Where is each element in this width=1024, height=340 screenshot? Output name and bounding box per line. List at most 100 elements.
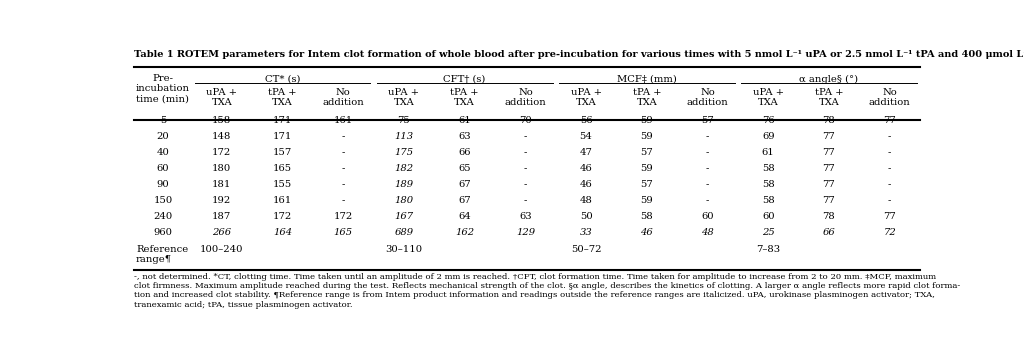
Text: 77: 77 bbox=[822, 164, 836, 173]
Text: 181: 181 bbox=[212, 180, 231, 189]
Text: 70: 70 bbox=[519, 116, 531, 125]
Text: 46: 46 bbox=[640, 227, 653, 237]
Text: 77: 77 bbox=[822, 132, 836, 141]
Text: 30–110: 30–110 bbox=[385, 245, 423, 254]
Text: 182: 182 bbox=[394, 164, 414, 173]
Text: 63: 63 bbox=[459, 132, 471, 141]
Text: 171: 171 bbox=[272, 132, 292, 141]
Text: 59: 59 bbox=[640, 132, 653, 141]
Text: 46: 46 bbox=[580, 180, 593, 189]
Text: -: - bbox=[523, 148, 527, 157]
Text: -: - bbox=[706, 195, 710, 205]
Text: 48: 48 bbox=[580, 195, 593, 205]
Text: 175: 175 bbox=[394, 148, 414, 157]
Text: 60: 60 bbox=[762, 211, 774, 221]
Text: tPA +
TXA: tPA + TXA bbox=[451, 88, 479, 107]
Text: -: - bbox=[888, 195, 891, 205]
Text: 67: 67 bbox=[459, 195, 471, 205]
Text: 155: 155 bbox=[273, 180, 292, 189]
Text: 161: 161 bbox=[334, 116, 353, 125]
Text: 158: 158 bbox=[212, 116, 231, 125]
Text: uPA +
TXA: uPA + TXA bbox=[753, 88, 783, 107]
Text: 148: 148 bbox=[212, 132, 231, 141]
Text: 77: 77 bbox=[884, 211, 896, 221]
Text: 180: 180 bbox=[212, 164, 231, 173]
Text: Pre-
incubation
time (min): Pre- incubation time (min) bbox=[136, 73, 189, 103]
Text: 180: 180 bbox=[394, 195, 414, 205]
Text: 48: 48 bbox=[701, 227, 714, 237]
Text: 240: 240 bbox=[154, 211, 172, 221]
Text: 100–240: 100–240 bbox=[200, 245, 244, 254]
Text: -: - bbox=[342, 195, 345, 205]
Text: 171: 171 bbox=[272, 116, 292, 125]
Text: 162: 162 bbox=[455, 227, 474, 237]
Text: 54: 54 bbox=[580, 132, 593, 141]
Text: 77: 77 bbox=[822, 180, 836, 189]
Text: 33: 33 bbox=[580, 227, 593, 237]
Text: 57: 57 bbox=[640, 180, 653, 189]
Text: 78: 78 bbox=[822, 211, 836, 221]
Text: No
addition: No addition bbox=[323, 88, 365, 107]
Text: -: - bbox=[888, 164, 891, 173]
Text: -: - bbox=[342, 148, 345, 157]
Text: CT* (s): CT* (s) bbox=[265, 75, 300, 84]
Text: -, not determined. *CT, clotting time. Time taken until an amplitude of 2 mm is : -, not determined. *CT, clotting time. T… bbox=[134, 273, 961, 309]
Text: tPA +
TXA: tPA + TXA bbox=[815, 88, 843, 107]
Text: 61: 61 bbox=[762, 148, 774, 157]
Text: -: - bbox=[888, 148, 891, 157]
Text: 90: 90 bbox=[157, 180, 169, 189]
Text: -: - bbox=[706, 132, 710, 141]
Text: 172: 172 bbox=[273, 211, 292, 221]
Text: 59: 59 bbox=[640, 116, 653, 125]
Text: 75: 75 bbox=[397, 116, 411, 125]
Text: -: - bbox=[706, 164, 710, 173]
Text: 58: 58 bbox=[762, 195, 774, 205]
Text: 69: 69 bbox=[762, 132, 774, 141]
Text: 25: 25 bbox=[762, 227, 774, 237]
Text: 189: 189 bbox=[394, 180, 414, 189]
Text: tPA +
TXA: tPA + TXA bbox=[268, 88, 297, 107]
Text: 165: 165 bbox=[273, 164, 292, 173]
Text: uPA +
TXA: uPA + TXA bbox=[388, 88, 420, 107]
Text: 60: 60 bbox=[701, 211, 714, 221]
Text: 77: 77 bbox=[822, 148, 836, 157]
Text: 58: 58 bbox=[762, 180, 774, 189]
Text: 47: 47 bbox=[580, 148, 593, 157]
Text: 46: 46 bbox=[580, 164, 593, 173]
Text: 192: 192 bbox=[212, 195, 231, 205]
Text: 66: 66 bbox=[459, 148, 471, 157]
Text: No
addition: No addition bbox=[505, 88, 546, 107]
Text: 161: 161 bbox=[273, 195, 292, 205]
Text: 59: 59 bbox=[640, 195, 653, 205]
Text: 65: 65 bbox=[459, 164, 471, 173]
Text: 157: 157 bbox=[273, 148, 292, 157]
Text: 164: 164 bbox=[273, 227, 292, 237]
Text: 66: 66 bbox=[822, 227, 836, 237]
Text: -: - bbox=[523, 164, 527, 173]
Text: -: - bbox=[888, 180, 891, 189]
Text: uPA +
TXA: uPA + TXA bbox=[207, 88, 238, 107]
Text: 76: 76 bbox=[762, 116, 774, 125]
Text: 167: 167 bbox=[394, 211, 414, 221]
Text: 58: 58 bbox=[762, 164, 774, 173]
Text: 50–72: 50–72 bbox=[570, 245, 601, 254]
Text: MCF‡ (mm): MCF‡ (mm) bbox=[616, 75, 677, 84]
Text: 960: 960 bbox=[154, 227, 172, 237]
Text: 50: 50 bbox=[580, 211, 593, 221]
Text: 57: 57 bbox=[640, 148, 653, 157]
Text: 187: 187 bbox=[212, 211, 231, 221]
Text: uPA +
TXA: uPA + TXA bbox=[570, 88, 602, 107]
Text: -: - bbox=[706, 180, 710, 189]
Text: -: - bbox=[523, 180, 527, 189]
Text: 72: 72 bbox=[884, 227, 896, 237]
Text: 20: 20 bbox=[157, 132, 169, 141]
Text: 689: 689 bbox=[394, 227, 414, 237]
Text: CFT† (s): CFT† (s) bbox=[443, 75, 485, 84]
Text: 67: 67 bbox=[459, 180, 471, 189]
Text: 5: 5 bbox=[160, 116, 166, 125]
Text: -: - bbox=[523, 195, 527, 205]
Text: 129: 129 bbox=[516, 227, 535, 237]
Text: 77: 77 bbox=[822, 195, 836, 205]
Text: 60: 60 bbox=[157, 164, 169, 173]
Text: 59: 59 bbox=[640, 164, 653, 173]
